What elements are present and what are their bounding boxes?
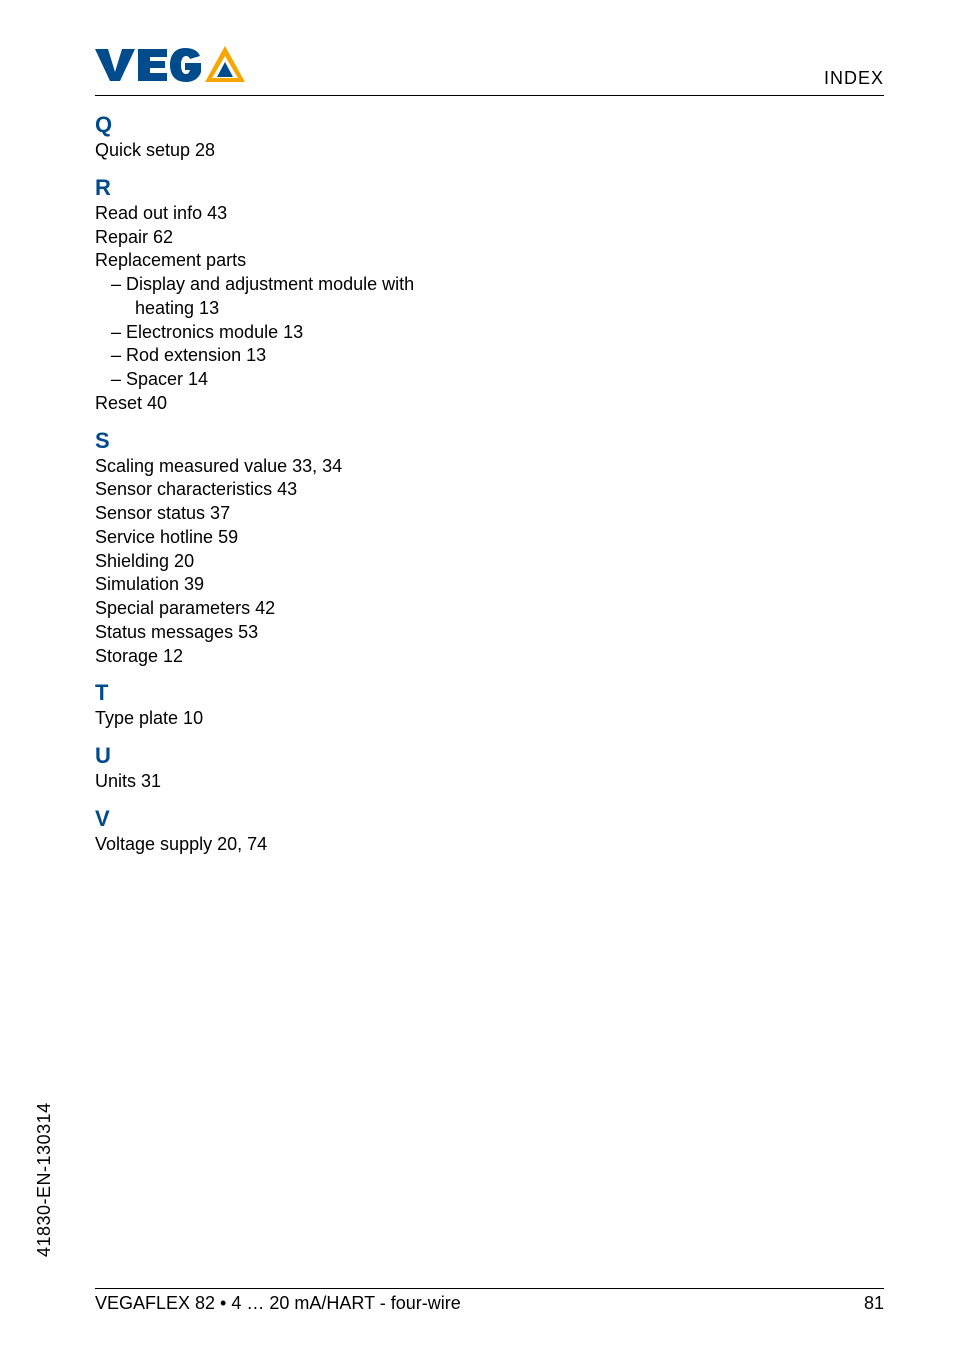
index-entry: Service hotline 59	[95, 526, 525, 550]
index-entry: Electronics module 13	[95, 321, 525, 345]
header-row: INDEX	[95, 46, 884, 96]
index-entry: Sensor characteristics 43	[95, 478, 525, 502]
footer: VEGAFLEX 82 • 4 … 20 mA/HART - four-wire…	[95, 1288, 884, 1314]
index-entry: Quick setup 28	[95, 139, 525, 163]
index-entry: Storage 12	[95, 645, 525, 669]
section-letter: R	[95, 175, 525, 201]
index-entry: Reset 40	[95, 392, 525, 416]
vega-logo	[95, 46, 245, 89]
footer-left: VEGAFLEX 82 • 4 … 20 mA/HART - four-wire	[95, 1293, 461, 1314]
index-content: QQuick setup 28 RRead out info 43Repair 6…	[95, 96, 525, 857]
index-entry: Units 31	[95, 770, 525, 794]
index-entry: Read out info 43	[95, 202, 525, 226]
index-entry: Voltage supply 20, 74	[95, 833, 525, 857]
doc-code-vertical: 41830-EN-130314	[34, 1102, 55, 1257]
index-entry: Display and adjustment module with	[95, 273, 525, 297]
index-entry: heating 13	[95, 297, 525, 321]
index-entry: Special parameters 42	[95, 597, 525, 621]
header-label: INDEX	[824, 68, 884, 89]
index-entry: Simulation 39	[95, 573, 525, 597]
section-letter: Q	[95, 112, 525, 138]
section-letter: V	[95, 806, 525, 832]
index-entry: Shielding 20	[95, 550, 525, 574]
index-entry: Sensor status 37	[95, 502, 525, 526]
section-letter: T	[95, 680, 525, 706]
index-entry: Rod extension 13	[95, 344, 525, 368]
index-entry: Replacement parts	[95, 249, 525, 273]
section-letter: U	[95, 743, 525, 769]
index-entry: Type plate 10	[95, 707, 525, 731]
footer-page-number: 81	[864, 1293, 884, 1314]
index-entry: Scaling measured value 33, 34	[95, 455, 525, 479]
section-letter: S	[95, 428, 525, 454]
index-entry: Status messages 53	[95, 621, 525, 645]
index-entry: Spacer 14	[95, 368, 525, 392]
index-entry: Repair 62	[95, 226, 525, 250]
